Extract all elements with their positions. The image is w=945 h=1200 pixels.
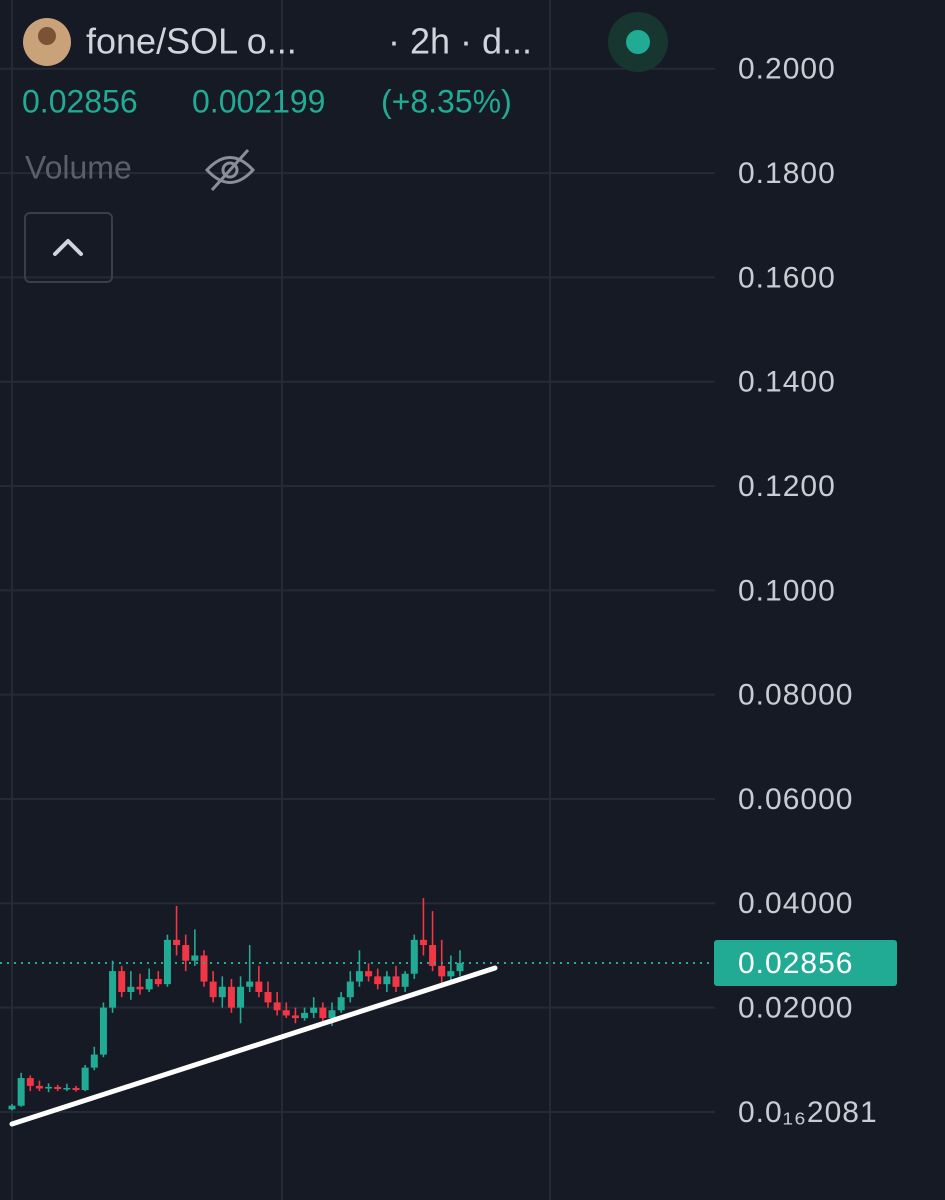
candle-body — [246, 981, 254, 987]
candle-body — [401, 973, 409, 987]
trend-line — [9, 965, 498, 1127]
change-percent: (+8.35%) — [381, 83, 512, 119]
y-tick-label: 0.08000 — [738, 679, 853, 712]
avatar-detail — [38, 27, 56, 45]
chevron-up[interactable] — [53, 239, 83, 256]
candle-body — [310, 1007, 318, 1013]
candle-body — [237, 986, 245, 1008]
y-tick-label: 0.1400 — [738, 366, 836, 399]
candle-body — [90, 1054, 98, 1068]
y-tick-label: 0.06000 — [738, 783, 853, 816]
volume-label: Volume — [25, 149, 132, 185]
candle-body — [99, 1007, 107, 1055]
candle-body — [136, 986, 144, 990]
price-tag-label: 0.02856 — [738, 947, 853, 980]
candle-body — [337, 997, 345, 1011]
candle-body — [209, 981, 217, 998]
candle-body — [45, 1086, 53, 1089]
candle-body — [191, 955, 199, 961]
y-tick-label: 0.1200 — [738, 470, 836, 503]
candle-body — [145, 978, 153, 990]
candle-body — [163, 939, 171, 985]
change: 0.002199 — [192, 83, 325, 119]
y-tick-label: 0.0₁₆2081 — [738, 1096, 878, 1129]
candle-body — [346, 981, 354, 998]
candle-body — [383, 976, 391, 985]
candle-body — [227, 986, 235, 1008]
y-tick-label: 0.1000 — [738, 574, 836, 607]
y-tick-label: 0.02000 — [738, 992, 853, 1025]
eye-slash[interactable] — [210, 148, 250, 192]
candle-body — [392, 976, 400, 987]
candle-body — [72, 1087, 80, 1091]
grid — [0, 0, 715, 1200]
interval: · 2h · d... — [388, 21, 532, 62]
candle-body — [355, 971, 363, 982]
status-dot — [626, 30, 650, 54]
collapse-box[interactable] — [24, 212, 113, 283]
collapse-button[interactable] — [24, 212, 113, 283]
candle-body — [447, 971, 455, 977]
y-tick-label: 0.2000 — [738, 53, 836, 86]
y-tick-label: 0.04000 — [738, 887, 853, 920]
price-axis: 0.2000 0.1800 0.1600 0.1400 0.1200 0.1000 0.08… — [714, 53, 897, 1129]
candle-body — [282, 1010, 290, 1016]
y-tick-label: 0.1800 — [738, 157, 836, 190]
candle-body — [200, 955, 208, 982]
eye-pupil[interactable] — [221, 161, 239, 179]
symbol: fone/SOL o... — [86, 21, 297, 62]
candle-body — [118, 971, 126, 992]
candle-body — [8, 1105, 16, 1110]
candle-body — [328, 1010, 336, 1019]
candle-body — [365, 971, 373, 977]
hide-toggle[interactable] — [204, 148, 256, 192]
candle-body — [291, 1015, 299, 1019]
candle-body — [301, 1012, 309, 1019]
candle-body — [273, 1002, 281, 1011]
candle-body — [264, 991, 272, 1003]
candle-body — [319, 1007, 327, 1019]
candle-body — [127, 986, 135, 992]
last-price: 0.02856 — [22, 83, 138, 119]
candle-body — [182, 945, 190, 961]
candle-body — [63, 1087, 71, 1090]
y-tick-label: 0.1600 — [738, 261, 836, 294]
candle-body — [109, 971, 117, 1008]
candle-body — [419, 939, 427, 946]
candle-body — [154, 978, 162, 985]
candle-body — [410, 939, 418, 974]
candle-body — [26, 1078, 34, 1086]
candle-body — [54, 1086, 62, 1090]
candle-body — [374, 976, 382, 985]
price-tag — [714, 939, 897, 986]
candle-body — [81, 1067, 89, 1091]
candle-body — [35, 1085, 43, 1089]
candle-body — [429, 945, 437, 966]
candle-body — [17, 1078, 25, 1106]
candle-body — [218, 986, 226, 998]
candle-body — [173, 939, 181, 946]
candle-body — [438, 965, 446, 977]
candle-body — [456, 962, 464, 972]
candles — [0, 898, 715, 1111]
candle-body — [255, 981, 263, 992]
